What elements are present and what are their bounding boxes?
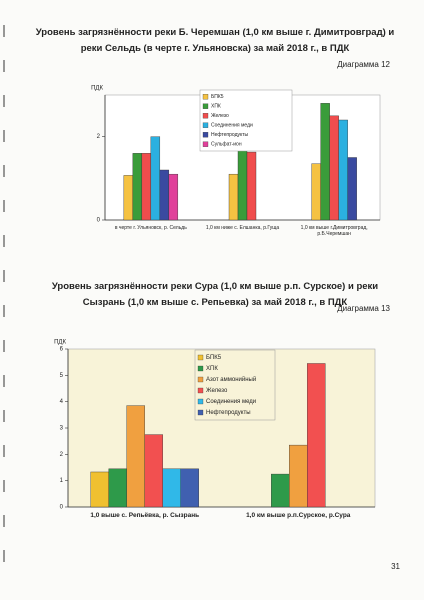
bar (90, 471, 109, 508)
legend-label: БПК5 (211, 94, 224, 100)
legend-label: Азот аммонийный (206, 376, 256, 383)
diagram-caption: Диаграмма 12 (337, 60, 390, 69)
bar (144, 434, 163, 508)
chart-title: Уровень загрязнённости реки Б. Черемшан … (35, 27, 395, 54)
legend-swatch (197, 354, 204, 361)
legend-swatch (202, 141, 209, 147)
y-tick-label: 4 (60, 399, 64, 405)
legend-label: Соединения меди (206, 399, 256, 405)
chart-title: Уровень загрязнённости реки Сура (1,0 км… (51, 281, 379, 308)
y-tick-label: 0 (97, 218, 101, 224)
y-tick-label: 6 (60, 347, 64, 353)
y-tick-label: 2 (60, 452, 64, 458)
legend-box (194, 349, 276, 421)
bar (237, 146, 248, 221)
bar (329, 115, 339, 221)
bar (168, 173, 179, 221)
legend-label: Нефтепродукты (206, 410, 251, 416)
bar (150, 136, 161, 221)
x-tick-label: 1,0 км выше р.п.Сурское, р.Сура (246, 512, 351, 519)
legend-swatch (197, 409, 204, 416)
bar (159, 169, 170, 221)
bar (132, 153, 143, 221)
bar (180, 468, 199, 508)
legend-swatch (197, 376, 204, 383)
bar (228, 173, 239, 221)
legend-label: Соединения меди (211, 123, 253, 129)
y-axis-label: ПДК (91, 86, 103, 92)
bar (246, 151, 257, 221)
legend-label: ХПК (206, 366, 218, 372)
legend-label: Железо (211, 113, 229, 119)
y-tick-label: 2 (97, 134, 101, 140)
legend-swatch (197, 365, 204, 372)
bar (271, 473, 290, 508)
y-axis-label: ПДК (54, 340, 66, 346)
diagram-caption: Диаграмма 13 (337, 304, 390, 313)
legend-label: Железо (206, 388, 228, 394)
y-tick-label: 1 (60, 478, 64, 484)
legend-label: БПК5 (206, 355, 222, 361)
bar (320, 103, 330, 221)
legend-swatch (202, 122, 209, 128)
y-tick-label: 5 (60, 373, 64, 379)
page-number: 31 (391, 562, 400, 571)
x-tick-label: 1,0 км выше г.Димитровград, р.Б.Черемшан (300, 225, 368, 237)
x-tick-label: 1,0 км ниже с. Елшанка, р.Гуща (205, 225, 280, 231)
legend-label: Сульфат-ион (211, 142, 242, 148)
legend-swatch (202, 103, 209, 109)
x-tick-label: в черте г. Ульяновск, р. Сельдь (114, 225, 187, 231)
legend-swatch (202, 94, 209, 100)
y-tick-label: 0 (60, 505, 64, 511)
legend-swatch (197, 398, 204, 405)
legend-swatch (197, 387, 204, 394)
bar (289, 444, 308, 508)
y-tick-label: 3 (60, 426, 64, 432)
bar (126, 405, 145, 508)
legend-box (199, 89, 293, 152)
bar (338, 119, 348, 221)
bar (162, 468, 181, 508)
bar (311, 163, 321, 221)
bar (141, 153, 152, 221)
bar (123, 175, 134, 221)
legend-swatch (202, 132, 209, 138)
legend-swatch (202, 113, 209, 119)
legend-label: ХПК (211, 104, 221, 110)
bar (108, 468, 127, 508)
bar (347, 157, 357, 221)
bar (307, 363, 326, 508)
x-tick-label: 1,0 выше с. Репьёвка, р. Сызрань (90, 512, 200, 519)
legend-label: Нефтепродукты (211, 132, 249, 138)
